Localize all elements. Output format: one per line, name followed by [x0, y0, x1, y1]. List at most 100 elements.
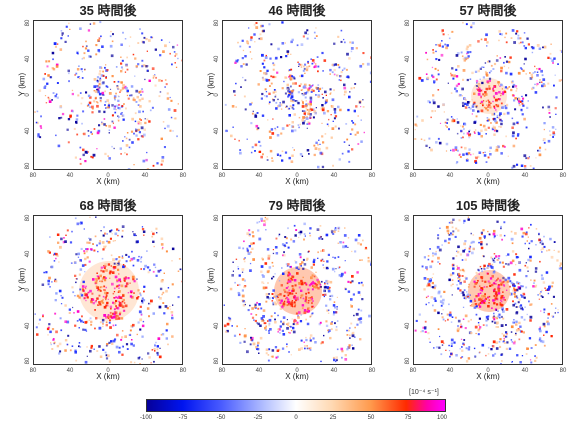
y-tick: 40: [214, 250, 220, 258]
y-tick: 80: [214, 162, 220, 170]
x-axis-label: X (km): [476, 372, 500, 381]
y-tick: 40: [25, 127, 31, 135]
vorticity-field-image: [34, 21, 182, 169]
x-axis-label: X (km): [96, 372, 120, 381]
x-tick: 40: [521, 173, 529, 179]
y-tick: 80: [25, 214, 31, 222]
panel-title: 68 時間後: [79, 198, 137, 213]
y-tick: 80: [25, 162, 31, 170]
colorbar-tick: -50: [216, 415, 226, 421]
x-tick: 0: [106, 173, 110, 179]
x-tick: 40: [446, 173, 454, 179]
x-axis-label: X (km): [476, 177, 500, 186]
x-tick: 80: [368, 173, 376, 179]
colorbar-tick: 0: [294, 415, 298, 421]
x-tick: 80: [29, 173, 37, 179]
y-tick: 40: [25, 55, 31, 63]
panel-title: 35 時間後: [79, 3, 137, 18]
vorticity-field: [222, 20, 372, 170]
colorbar-gradient: [146, 399, 446, 412]
x-tick: 80: [218, 368, 226, 374]
vorticity-field: [222, 215, 372, 365]
y-tick: 40: [25, 250, 31, 258]
x-tick: 40: [255, 173, 263, 179]
colorbar-tick: -25: [253, 415, 263, 421]
y-tick: 0: [25, 288, 31, 292]
panel-title: 79 時間後: [268, 198, 326, 213]
colorbar-tick: -100: [139, 415, 152, 421]
panel-title: 46 時間後: [268, 3, 326, 18]
x-tick: 40: [330, 173, 338, 179]
y-tick: 80: [405, 214, 411, 222]
y-tick: 40: [405, 322, 411, 330]
x-axis-label: X (km): [285, 372, 309, 381]
y-tick: 80: [405, 19, 411, 27]
panel-105h: 105 時間後 Y (km) X (km) 80 40 0 40 80 80 4…: [398, 198, 567, 381]
x-tick: 40: [141, 173, 149, 179]
x-axis-label: X (km): [285, 177, 309, 186]
x-tick: 40: [141, 368, 149, 374]
x-tick: 0: [486, 173, 490, 179]
y-tick: 0: [25, 93, 31, 97]
y-tick: 0: [214, 288, 220, 292]
colorbar-unit: [10⁻⁴ s⁻¹]: [409, 389, 439, 396]
y-tick: 40: [405, 250, 411, 258]
x-tick: 40: [66, 368, 74, 374]
x-tick: 40: [521, 368, 529, 374]
y-tick: 40: [405, 55, 411, 63]
vorticity-field-image: [224, 21, 371, 169]
x-tick: 0: [486, 368, 490, 374]
colorbar-tick: 75: [404, 415, 412, 421]
y-tick: 80: [405, 357, 411, 365]
y-tick: 0: [405, 93, 411, 97]
x-tick: 80: [409, 173, 417, 179]
y-tick: 80: [214, 19, 220, 27]
vorticity-field: [413, 20, 563, 170]
vorticity-field-image: [34, 216, 182, 364]
vorticity-field-image: [414, 21, 562, 169]
x-tick: 0: [295, 368, 299, 374]
panel-46h: 46 時間後 Y (km) X (km) 80 40 0 40 80 80 40…: [207, 3, 376, 186]
y-tick: 40: [25, 322, 31, 330]
x-tick: 80: [179, 368, 187, 374]
vorticity-field: [33, 215, 183, 365]
x-tick: 0: [295, 173, 299, 179]
x-tick: 80: [368, 368, 376, 374]
panel-79h: 79 時間後 Y (km) X (km) 80 40 0 40 80 80 40…: [207, 198, 376, 381]
y-tick: 80: [405, 162, 411, 170]
y-tick: 40: [214, 55, 220, 63]
colorbar-tick: 100: [436, 415, 447, 421]
x-tick: 40: [255, 368, 263, 374]
colorbar: [10⁻⁴ s⁻¹] -100 -75 -50 -25 0 25 50 75 1…: [140, 388, 447, 428]
x-tick: 80: [179, 173, 187, 179]
panel-57h: 57 時間後 Y (km) X (km) 80 40 0 40 80 80 40…: [398, 3, 567, 186]
x-tick: 80: [559, 173, 567, 179]
x-tick: 40: [446, 368, 454, 374]
y-tick: 0: [405, 288, 411, 292]
x-tick: 80: [409, 368, 417, 374]
y-tick: 0: [214, 93, 220, 97]
y-tick: 80: [25, 19, 31, 27]
vorticity-field-image: [223, 216, 371, 363]
x-axis-label: X (km): [96, 177, 120, 186]
x-tick: 0: [106, 368, 110, 374]
y-tick: 80: [214, 357, 220, 365]
x-tick: 80: [29, 368, 37, 374]
colorbar-tick: -75: [178, 415, 188, 421]
x-tick: 80: [218, 173, 226, 179]
x-tick: 40: [330, 368, 338, 374]
colorbar-tick: 25: [329, 415, 337, 421]
vorticity-field-image: [414, 216, 562, 364]
panel-35h: 35 時間後 Y (km) X (km) 80 40 0 40 80 80 40…: [18, 3, 187, 186]
x-tick: 80: [559, 368, 567, 374]
panel-68h: 68 時間後 Y (km) X (km) 80 40 0 40 80 80 40…: [18, 198, 187, 381]
y-tick: 40: [405, 127, 411, 135]
y-tick: 40: [214, 127, 220, 135]
y-tick: 80: [214, 214, 220, 222]
panel-title: 105 時間後: [455, 198, 521, 213]
x-tick: 40: [66, 173, 74, 179]
panel-title: 57 時間後: [459, 3, 517, 18]
colorbar-tick: 50: [367, 415, 375, 421]
vorticity-field: [413, 215, 563, 365]
y-tick: 40: [214, 322, 220, 330]
